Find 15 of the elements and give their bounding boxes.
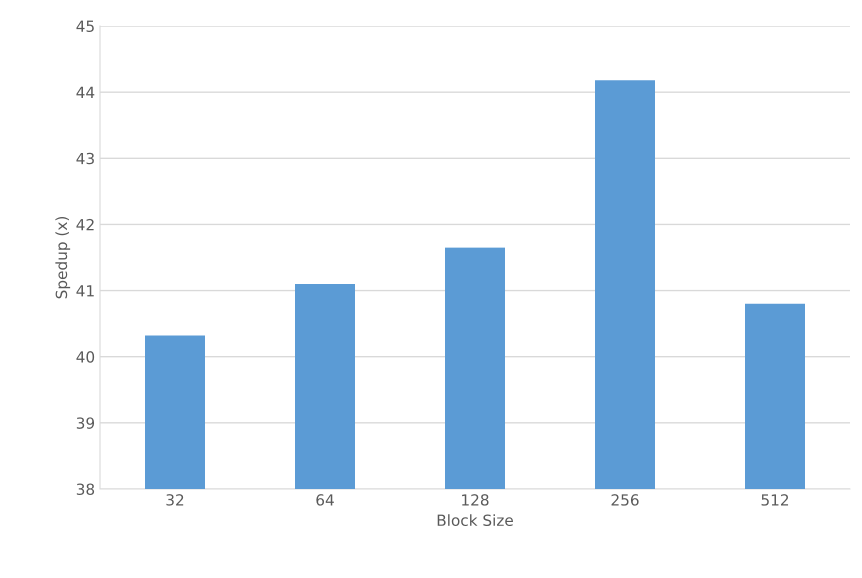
y-tick-label: 45 bbox=[76, 20, 94, 32]
x-tick-label: 128 bbox=[462, 494, 489, 506]
x-tick-label: 32 bbox=[166, 494, 184, 506]
y-tick-label: 44 bbox=[76, 86, 94, 98]
x-tick-label: 64 bbox=[316, 494, 334, 506]
y-tick-label: 39 bbox=[76, 417, 94, 429]
y-axis-title: Spedup (x) bbox=[55, 216, 70, 298]
x-tick-label: 256 bbox=[612, 494, 639, 506]
y-tick-label: 41 bbox=[76, 285, 94, 296]
y-tick-label: 38 bbox=[76, 483, 94, 496]
x-tick-label: 512 bbox=[762, 494, 788, 506]
y-tick-label: 42 bbox=[76, 218, 94, 230]
y-tick-label: 43 bbox=[76, 152, 94, 164]
x-axis-title: Block Size bbox=[438, 514, 513, 526]
y-tick-label: 40 bbox=[76, 351, 94, 363]
